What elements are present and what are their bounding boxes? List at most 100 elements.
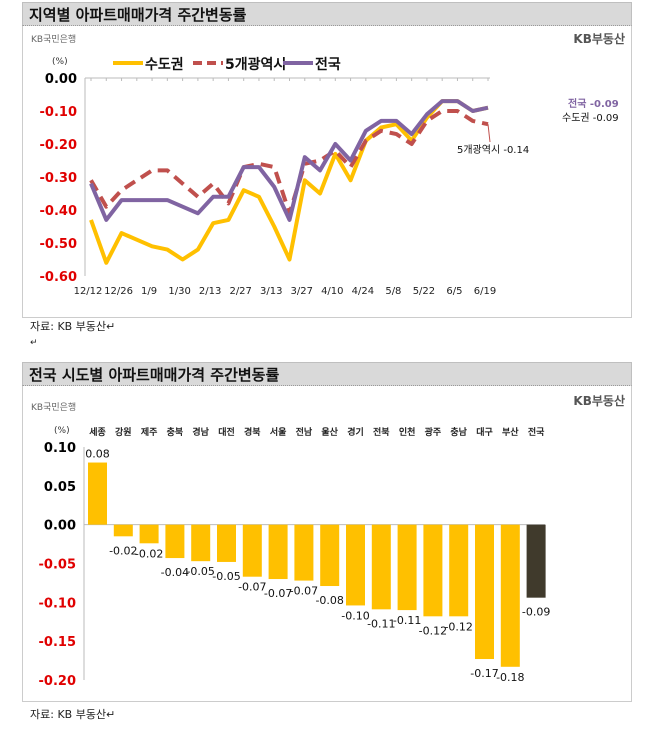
data-label: -0.05 — [212, 570, 240, 583]
category-label: 경기 — [347, 426, 364, 438]
data-label: -0.02 — [135, 547, 163, 560]
annotation-sudogwon: 수도권 -0.09 — [562, 112, 619, 124]
y-tick-label: 0.10 — [44, 441, 76, 456]
x-tick-label: 2/13 — [199, 286, 221, 297]
series-line-2 — [89, 99, 489, 222]
bottom-chart-title: 전국 시도별 아파트매매가격 주간변동률 — [22, 362, 632, 386]
x-tick-label: 2/27 — [229, 286, 251, 297]
data-label: -0.07 — [264, 587, 292, 600]
bar-11 — [371, 524, 391, 610]
bar-13 — [423, 524, 443, 617]
bar-1 — [113, 524, 133, 537]
y-tick-label: 0.00 — [44, 519, 76, 534]
top-source: 자료: KB 부동산↵ — [30, 320, 116, 333]
data-label: -0.12 — [444, 620, 472, 633]
category-label: 울산 — [321, 426, 338, 438]
bar-6 — [242, 524, 262, 577]
y-tick-label: -0.15 — [39, 635, 76, 650]
kb-bank-logo: KB국민은행 — [31, 403, 77, 413]
bar-9 — [320, 524, 340, 587]
data-label: -0.02 — [109, 544, 137, 557]
category-label: 대구 — [476, 426, 493, 438]
kb-bank-logo: KB국민은행 — [31, 35, 77, 45]
data-label: -0.11 — [393, 614, 421, 627]
data-label: -0.09 — [522, 606, 550, 619]
bar-10 — [346, 524, 365, 606]
bar-15 — [475, 524, 494, 660]
y-axis-unit: (%) — [54, 426, 70, 436]
data-label: -0.04 — [161, 566, 189, 579]
data-label: -0.07 — [238, 581, 266, 594]
category-label: 충북 — [167, 426, 184, 438]
y-tick-label: 0.05 — [44, 480, 76, 495]
category-label: 광주 — [425, 426, 442, 438]
kb-realestate-logo: KB부동산 — [573, 394, 625, 408]
category-label: 대전 — [218, 426, 235, 438]
x-tick-label: 1/9 — [141, 286, 157, 297]
annotation-national: 전국 -0.09 — [568, 97, 619, 110]
category-label: 전북 — [373, 426, 390, 438]
category-label: 경북 — [244, 426, 261, 438]
x-tick-label: 5/8 — [385, 286, 401, 297]
category-label: 강원 — [115, 426, 132, 438]
top-chart-panel: KB국민은행 KB부동산 — [22, 26, 632, 318]
x-tick-label: 6/5 — [446, 286, 462, 297]
bar-12 — [397, 524, 417, 611]
bar-2 — [139, 524, 159, 544]
line-chart: 0.00 -0.10 -0.20 -0.30 -0.40 -0.50 -0.60 (%) 12/… — [40, 56, 619, 297]
paragraph-mark: ↵ — [30, 338, 38, 348]
data-label: -0.07 — [290, 585, 318, 598]
category-label: 서울 — [270, 426, 287, 438]
y-tick-label: -0.50 — [40, 237, 77, 252]
x-tick-label: 4/10 — [321, 286, 343, 297]
annotation-leader — [487, 124, 491, 143]
category-label: 충남 — [450, 426, 467, 438]
legend-label: 수도권 — [145, 57, 184, 73]
bottom-chart-panel: KB국민은행 KB부동산 — [22, 386, 632, 702]
x-tick-label: 3/13 — [260, 286, 282, 297]
data-label: -0.08 — [315, 594, 343, 607]
data-label: 0.08 — [85, 448, 110, 461]
bar-3 — [165, 524, 185, 559]
bar-4 — [191, 524, 211, 562]
category-label: 부산 — [502, 426, 519, 438]
y-tick-label: -0.40 — [40, 204, 77, 219]
y-tick-label: -0.30 — [40, 171, 77, 186]
x-tick-label: 1/30 — [168, 286, 190, 297]
y-tick-label: -0.20 — [39, 674, 76, 689]
bar-14 — [449, 524, 469, 617]
category-label: 전남 — [296, 426, 313, 438]
data-label: -0.12 — [419, 624, 447, 637]
data-label: -0.11 — [367, 617, 395, 630]
y-tick-label: -0.10 — [39, 596, 76, 611]
annotation-metro5: 5개광역시 -0.14 — [457, 144, 529, 156]
data-label: -0.05 — [186, 565, 214, 578]
kb-realestate-logo: KB부동산 — [573, 32, 625, 46]
x-tick-label: 4/24 — [352, 286, 374, 297]
y-tick-label: -0.20 — [40, 138, 77, 153]
bar-17 — [526, 524, 546, 598]
bar-5 — [217, 524, 236, 562]
y-tick-label: 0.00 — [45, 72, 77, 87]
x-tick-label: 5/22 — [413, 286, 435, 297]
category-label: 전국 — [528, 426, 545, 438]
y-tick-label: -0.60 — [40, 270, 77, 285]
y-tick-label: -0.05 — [39, 558, 76, 573]
x-tick-label: 3/27 — [291, 286, 313, 297]
x-tick-label: 12/26 — [104, 286, 133, 297]
bottom-source: 자료: KB 부동산↵ — [30, 708, 116, 721]
legend-label: 5개광역시 — [225, 56, 286, 73]
y-tick-label: -0.10 — [40, 105, 77, 120]
top-chart-title: 지역별 아파트매매가격 주간변동률 — [22, 2, 632, 26]
data-label: -0.18 — [496, 671, 524, 684]
x-tick-label: 6/19 — [474, 286, 496, 297]
data-label: -0.17 — [470, 667, 498, 680]
y-axis-unit: (%) — [52, 57, 68, 67]
legend-label: 전국 — [315, 56, 341, 73]
category-label: 세종 — [89, 426, 106, 438]
bar-16 — [500, 524, 520, 667]
bar-7 — [268, 524, 288, 580]
bar-0 — [88, 462, 107, 525]
x-tick-label: 12/12 — [74, 286, 103, 297]
